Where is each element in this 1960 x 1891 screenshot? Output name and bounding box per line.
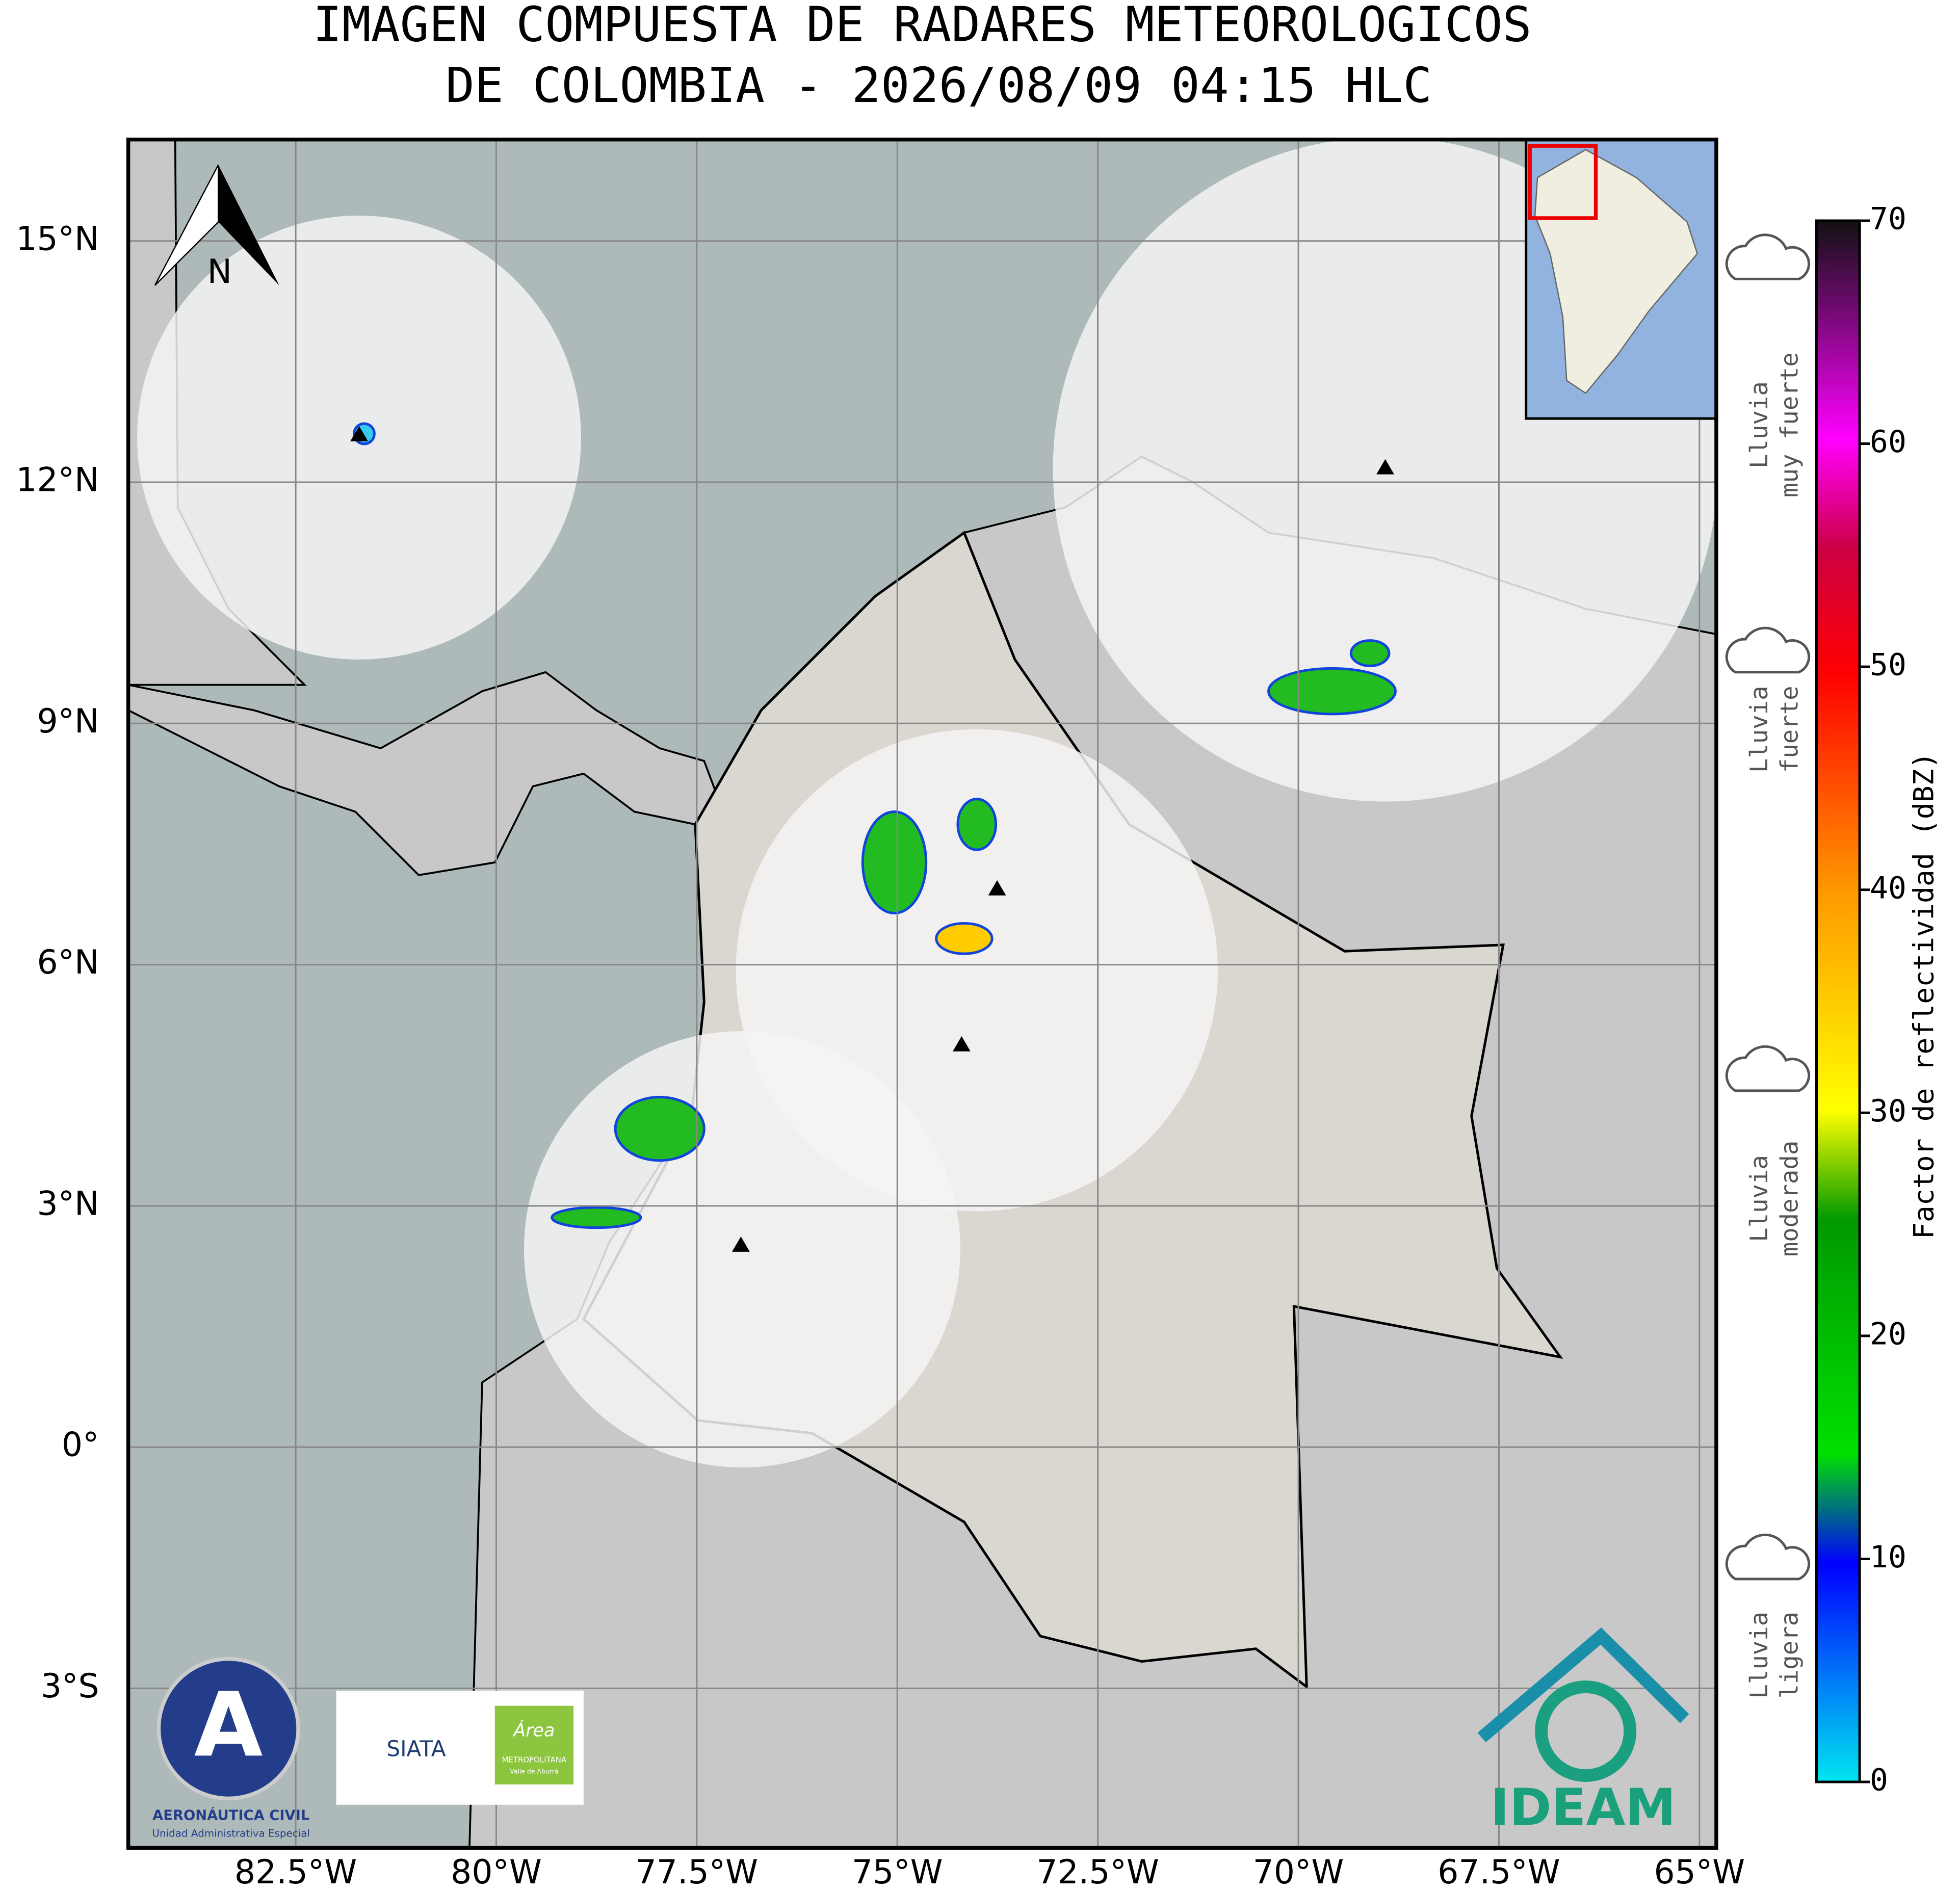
siata-text: SIATA bbox=[386, 1736, 446, 1761]
colorbar-tick-label: 0 bbox=[1870, 1763, 1888, 1798]
lat-tick-label: 3°S bbox=[41, 1667, 99, 1705]
lat-tick-label: 15°N bbox=[16, 220, 99, 258]
lon-tick-label: 80°W bbox=[451, 1853, 542, 1891]
rain-icon bbox=[1725, 233, 1811, 280]
title-line: DE COLOMBIA - 2026/08/09 04:15 HLC bbox=[446, 58, 1432, 114]
echo bbox=[935, 922, 994, 955]
echo bbox=[1349, 639, 1391, 667]
axis-labels: 15°N 12°N 9°N 6°N 3°N 0° 3°S 82.5°W 80°W 77.5°W 75… bbox=[16, 220, 1745, 1891]
rain-category-label: Lluvia bbox=[1745, 1612, 1773, 1699]
rain-category-label: moderada bbox=[1776, 1141, 1804, 1257]
colorbar-tick-label: 30 bbox=[1870, 1094, 1906, 1129]
colorbar-tick-label: 10 bbox=[1870, 1540, 1906, 1575]
radar-site bbox=[1376, 459, 1394, 475]
ideam-swirl bbox=[1535, 1680, 1637, 1782]
lon-tick-label: 75°W bbox=[852, 1853, 943, 1891]
logo-text: Unidad Administrativa Especial bbox=[152, 1828, 309, 1840]
graticule bbox=[128, 139, 1716, 1848]
north-label: N bbox=[207, 253, 232, 291]
aerocivil-mark: A bbox=[194, 1673, 263, 1777]
lon-tick-label: 77.5°W bbox=[636, 1853, 758, 1891]
echo bbox=[861, 810, 928, 915]
area-logo bbox=[494, 1705, 574, 1784]
radar-site bbox=[732, 1237, 750, 1252]
lon-tick-label: 67.5°W bbox=[1438, 1853, 1560, 1891]
rain-category-label: Lluvia bbox=[1745, 686, 1773, 773]
radar-site bbox=[350, 426, 368, 441]
radar-sites bbox=[350, 426, 1394, 1252]
colorbar-tick-label: 40 bbox=[1870, 871, 1906, 906]
colorbar-tick-label: 50 bbox=[1870, 648, 1906, 683]
rain-category-label: Lluvia bbox=[1745, 381, 1773, 468]
lat-tick-label: 3°N bbox=[37, 1185, 99, 1223]
lat-tick-label: 9°N bbox=[37, 702, 99, 741]
rain-icon bbox=[1725, 626, 1811, 674]
rain-category-label: Lluvia bbox=[1745, 1155, 1773, 1242]
lon-tick-label: 65°W bbox=[1654, 1853, 1745, 1891]
colorbar-tick-label: 70 bbox=[1870, 202, 1906, 237]
logos: A AERONÁUTICA CIVIL Unidad Administrativ… bbox=[152, 1627, 1689, 1840]
colorbar-ticks: 0 10 20 30 40 50 60 70 bbox=[1860, 202, 1906, 1798]
lat-tick-label: 12°N bbox=[16, 461, 99, 500]
echo bbox=[1267, 667, 1397, 716]
title-line: IMAGEN COMPUESTA DE RADARES METEOROLOGIC… bbox=[313, 0, 1532, 53]
echo bbox=[551, 1206, 642, 1229]
lon-tick-label: 72.5°W bbox=[1036, 1853, 1159, 1891]
rain-icon bbox=[1725, 1045, 1811, 1092]
rain-icon bbox=[1725, 1533, 1811, 1581]
colorbar-label: Factor de reflectividad (dBZ) bbox=[1907, 752, 1940, 1239]
echo bbox=[614, 1095, 705, 1162]
rain-category-label: fuerte bbox=[1776, 686, 1804, 773]
logo-text: Área bbox=[512, 1719, 555, 1741]
map-frame bbox=[126, 137, 1718, 1850]
rain-category-label: muy fuerte bbox=[1776, 352, 1804, 497]
rain-category-label: ligera bbox=[1776, 1612, 1804, 1699]
colorbar-tick-label: 60 bbox=[1870, 425, 1906, 460]
inset-map bbox=[1525, 139, 1716, 420]
radar-site bbox=[988, 880, 1006, 896]
inset-extent bbox=[1528, 144, 1598, 220]
lon-tick-label: 82.5°W bbox=[234, 1853, 357, 1891]
colorbar-tick-label: 20 bbox=[1870, 1317, 1906, 1352]
colorbar bbox=[1815, 219, 1861, 1783]
lon-tick-label: 70°W bbox=[1253, 1853, 1344, 1891]
ideam-roof bbox=[1477, 1627, 1689, 1743]
logo-text: Valle de Aburrá bbox=[510, 1768, 558, 1775]
aerocivil-logo bbox=[156, 1657, 300, 1801]
lat-tick-label: 6°N bbox=[37, 943, 99, 982]
inset-land bbox=[1534, 149, 1698, 395]
map: N A AERONÁUTICA CIVIL Unidad Administrat… bbox=[128, 139, 1716, 1848]
logo-text: AERONÁUTICA CIVIL bbox=[152, 1807, 309, 1824]
logo-text: METROPOLITANA bbox=[502, 1755, 567, 1765]
ideam-text: IDEAM bbox=[1491, 1779, 1676, 1837]
echo bbox=[956, 798, 998, 851]
radar-site bbox=[953, 1036, 971, 1052]
lat-tick-label: 0° bbox=[62, 1426, 99, 1464]
